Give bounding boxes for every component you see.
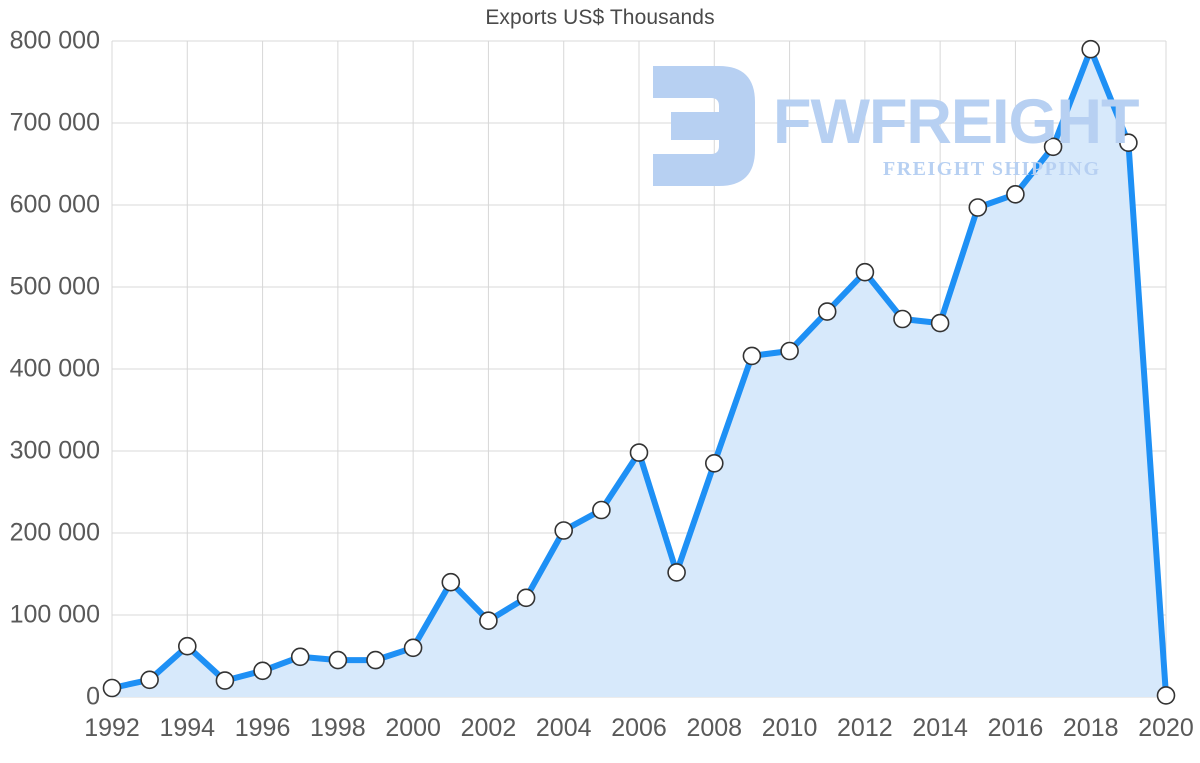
- data-point-marker[interactable]: [516, 588, 536, 608]
- data-point-marker[interactable]: [1006, 185, 1025, 204]
- data-point-marker[interactable]: [592, 500, 611, 520]
- data-point-marker[interactable]: [968, 198, 988, 217]
- data-point-marker[interactable]: [403, 638, 423, 658]
- data-point-marker[interactable]: [140, 670, 159, 690]
- data-point-marker[interactable]: [704, 453, 724, 473]
- data-point-marker[interactable]: [742, 346, 762, 366]
- data-point-marker[interactable]: [1119, 133, 1138, 152]
- chart-title: Exports US$ Thousands: [485, 6, 715, 29]
- data-point-marker[interactable]: [1156, 686, 1176, 705]
- data-point-marker[interactable]: [667, 563, 686, 582]
- data-point-marker[interactable]: [1081, 39, 1100, 59]
- data-point-marker[interactable]: [253, 661, 272, 681]
- data-point-marker[interactable]: [554, 521, 574, 540]
- data-point-marker[interactable]: [855, 262, 875, 282]
- data-point-marker[interactable]: [366, 650, 385, 670]
- data-point-marker[interactable]: [441, 572, 461, 592]
- data-point-marker[interactable]: [893, 309, 912, 329]
- data-point-marker[interactable]: [178, 636, 197, 656]
- data-point-marker[interactable]: [817, 302, 837, 321]
- data-point-marker[interactable]: [102, 678, 122, 698]
- data-point-marker[interactable]: [290, 647, 310, 667]
- data-point-marker[interactable]: [1043, 137, 1063, 157]
- data-point-marker[interactable]: [780, 341, 799, 361]
- data-point-marker[interactable]: [930, 313, 950, 333]
- data-point-marker[interactable]: [479, 611, 498, 631]
- data-point-markers: [102, 39, 1176, 705]
- data-point-marker[interactable]: [328, 650, 348, 670]
- area-fill: [112, 49, 1166, 697]
- data-point-marker[interactable]: [629, 443, 649, 462]
- data-point-marker[interactable]: [215, 671, 235, 690]
